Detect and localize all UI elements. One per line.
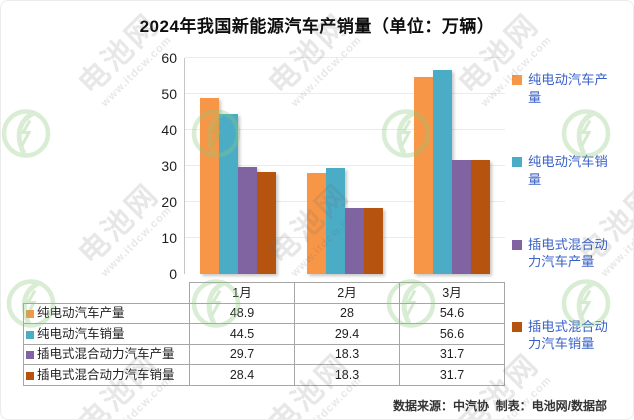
legend-swatch-icon (512, 157, 522, 168)
bar (257, 171, 277, 274)
legend-item: 插电式混合动力汽车销量 (512, 318, 630, 353)
table-row-label: 纯电动汽车产量 (23, 302, 190, 325)
watermark-logo-icon (1, 108, 52, 165)
legend-swatch-icon (512, 75, 522, 85)
y-tick-label: 60 (161, 50, 177, 66)
chart-title: 2024年我国新能源汽车产销量（单位：万辆） (139, 17, 495, 36)
series-swatch-icon (26, 371, 34, 380)
series-swatch-icon (26, 330, 34, 339)
legend-swatch-icon (512, 239, 522, 250)
table-cell: 18.3 (294, 343, 400, 366)
y-tick-label: 30 (161, 158, 177, 174)
legend-item: 纯电动汽车产量 (512, 71, 630, 106)
legend-item: 插电式混合动力汽车产量 (512, 236, 630, 271)
y-axis-labels: 0 10 20 30 40 50 60 (129, 50, 177, 282)
gridline (185, 129, 505, 130)
table-cell: 56.6 (399, 323, 505, 345)
legend-label: 插电式混合动力汽车销量 (528, 318, 608, 352)
table-cell: 29.7 (189, 343, 295, 366)
bar (413, 77, 433, 274)
table-header-cell: 3月 (399, 282, 505, 304)
bar-groups (185, 58, 505, 274)
table-cell: 28.4 (189, 364, 295, 386)
gridline (185, 57, 505, 58)
legend-label: 纯电动汽车销量 (528, 154, 608, 187)
table-header-row: 1月 2月 3月 (24, 282, 505, 304)
bar (200, 97, 220, 274)
legend-label: 插电式混合动力汽车产量 (528, 236, 608, 270)
bar (432, 70, 452, 274)
bar (307, 173, 326, 274)
chart-legend: 纯电动汽车产量 纯电动汽车销量 插电式混合动力汽车产量 插电式混合动力汽车销量 (512, 71, 630, 353)
bar-group-3月 (398, 58, 505, 274)
table-header-cell: 1月 (189, 282, 295, 304)
table-row-label: 插电式混合动力汽车产量 (23, 343, 190, 366)
source-note: 数据来源：中汽协 制表：电池网/数据部 (392, 399, 607, 413)
table-cell: 48.9 (189, 302, 295, 325)
data-table-body: 1月 2月 3月 纯电动汽车产量 48.9 28 54.6 纯电动汽车销量 44.5 29.4 56… (23, 282, 505, 386)
legend-item: 纯电动汽车销量 (512, 153, 630, 188)
gridline (185, 93, 505, 94)
bar (238, 167, 258, 274)
gridline (185, 201, 505, 202)
series-swatch-icon (26, 351, 34, 360)
bar (219, 113, 239, 274)
y-tick-label: 50 (161, 86, 177, 102)
table-cell: 54.6 (399, 302, 505, 325)
table-cell: 29.4 (294, 323, 400, 345)
y-tick-label: 20 (161, 194, 177, 210)
legend-label: 纯电动汽车产量 (528, 72, 608, 105)
table-cell: 31.7 (399, 343, 505, 366)
table-row: 插电式混合动力汽车销量 28.4 18.3 31.7 (23, 364, 505, 386)
table-row-label: 插电式混合动力汽车销量 (23, 364, 190, 386)
table-cell: 31.7 (399, 364, 505, 386)
bar (451, 159, 471, 274)
table-cell: 28 (294, 302, 400, 325)
bar (470, 159, 490, 274)
data-table: 1月 2月 3月 纯电动汽车产量 48.9 28 54.6 纯电动汽车销量 44.5 29.4 56… (23, 282, 505, 386)
y-tick-label: 0 (169, 266, 177, 282)
table-blank-cell (24, 283, 190, 304)
gridline (185, 165, 505, 166)
table-header-cell: 2月 (294, 282, 400, 304)
table-row-label: 纯电动汽车销量 (23, 323, 190, 345)
y-tick-label: 10 (161, 230, 177, 246)
bar (345, 208, 364, 274)
table-cell: 18.3 (294, 364, 400, 386)
bar-group-1月 (185, 58, 292, 274)
table-row: 纯电动汽车产量 48.9 28 54.6 (23, 302, 505, 325)
bar (326, 168, 345, 274)
table-row: 插电式混合动力汽车产量 29.7 18.3 31.7 (23, 343, 505, 366)
plot-area (184, 57, 505, 274)
table-row: 纯电动汽车销量 44.5 29.4 56.6 (23, 323, 505, 345)
bar-group-2月 (292, 58, 399, 274)
bar (364, 208, 383, 274)
series-swatch-icon (26, 310, 34, 319)
table-cell: 44.5 (189, 323, 295, 345)
legend-swatch-icon (512, 321, 522, 332)
y-tick-label: 40 (161, 122, 177, 138)
